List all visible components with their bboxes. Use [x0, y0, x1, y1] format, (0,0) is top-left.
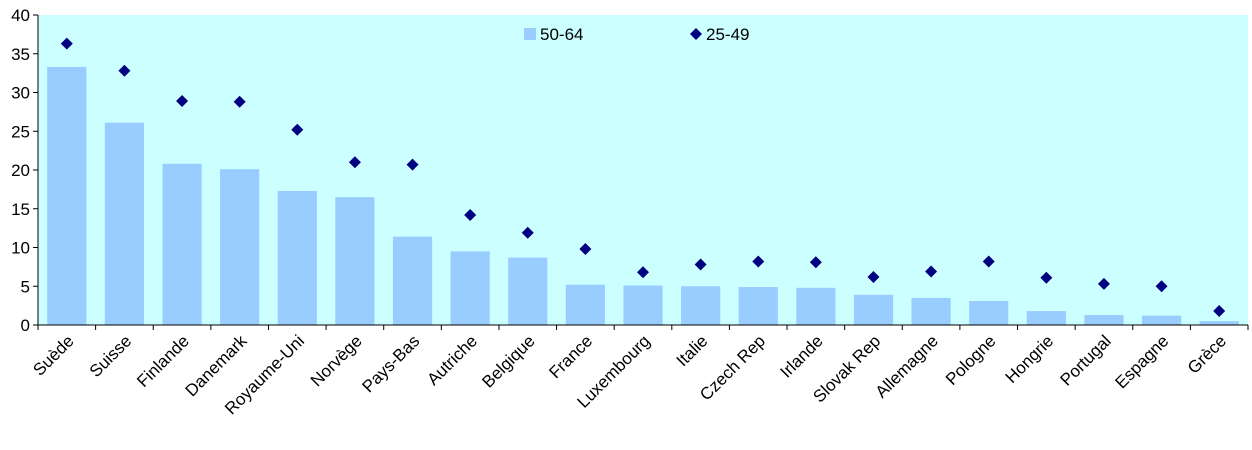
y-tick-label: 35: [11, 45, 30, 64]
bar-50-64-Suède: [47, 66, 87, 326]
x-tick-label: Suède: [29, 331, 77, 379]
x-tick-label: Hongrie: [1002, 331, 1058, 387]
bar-50-64-Belgique: [508, 257, 548, 325]
marker-25-49-Grèce: [1213, 305, 1226, 318]
x-tick-label: Pologne: [942, 331, 1000, 389]
bar-50-64-Norvège: [335, 197, 375, 325]
marker-25-49-Pays-Bas: [406, 158, 419, 171]
bar-50-64-Pologne: [969, 300, 1009, 325]
y-tick-label: 20: [11, 161, 30, 180]
y-tick-label: 40: [11, 6, 30, 25]
marker-25-49-Luxembourg: [637, 266, 649, 279]
legend-swatch-25-49: [690, 28, 702, 40]
marker-25-49-Hongrie: [1040, 271, 1053, 284]
y-tick-label: 25: [11, 122, 30, 141]
legend-label-50-64: 50-64: [540, 25, 583, 44]
y-tick-label: 30: [11, 84, 30, 103]
bar-50-64-Luxembourg: [623, 285, 663, 325]
marker-25-49-Allemagne: [925, 265, 938, 278]
marker-25-49-Pologne: [982, 255, 995, 268]
x-tick-label: Italie: [673, 331, 712, 370]
marker-25-49-Royaume-Uni: [291, 123, 304, 136]
bar-50-64-Grèce: [1199, 321, 1239, 325]
marker-25-49-Belgique: [521, 226, 534, 239]
marker-25-49-Italie: [694, 258, 707, 271]
plot-area: [38, 15, 1248, 325]
bar-50-64-Danemark: [220, 169, 260, 325]
y-tick-label: 10: [11, 239, 30, 258]
bar-50-64-Autriche: [450, 251, 490, 325]
marker-25-49-Finlande: [176, 95, 189, 108]
bar-50-64-Pays-Bas: [392, 236, 433, 325]
bar-50-64-Royaume-Uni: [277, 190, 317, 325]
x-tick-label: Irlande: [776, 331, 826, 381]
bar-50-64-Slovak Rep: [853, 294, 894, 325]
x-tick-label: Pays-Bas: [358, 331, 423, 396]
y-tick-label: 15: [11, 200, 30, 219]
legend-label-25-49: 25-49: [706, 25, 749, 44]
bar-50-64-Suisse: [104, 122, 145, 325]
marker-25-49-France: [579, 243, 592, 256]
marker-25-49-Portugal: [1097, 277, 1110, 290]
bar-50-64-Espagne: [1141, 315, 1182, 325]
x-tick-label: France: [545, 331, 596, 382]
y-tick-label: 0: [21, 316, 30, 335]
x-tick-label: Autriche: [423, 331, 481, 389]
marker-25-49-Suède: [60, 37, 73, 50]
bar-50-64-Hongrie: [1026, 311, 1066, 325]
marker-25-49-Suisse: [118, 64, 131, 77]
marker-25-49-Danemark: [233, 95, 246, 108]
marker-25-49-Espagne: [1155, 280, 1168, 293]
x-axis: Suède SuisseFinlandeDanemarkRoyaume-UniNo…: [29, 324, 1249, 418]
y-axis: 0 5 10 15 20 25 30 35 40: [11, 6, 39, 335]
x-tick-label: Belgique: [478, 331, 538, 391]
x-tick-label: Espagne: [1112, 331, 1173, 392]
y-tick-label: 5: [21, 277, 30, 296]
legend-swatch-50-64: [524, 28, 536, 40]
x-tick-label: Portugal: [1057, 331, 1115, 389]
marker-25-49-Autriche: [464, 208, 477, 221]
legend: 50-64 25-49: [524, 25, 749, 44]
marker-25-49-Norvège: [348, 156, 361, 169]
bar-50-64-Irlande: [796, 287, 836, 325]
x-tick-label: Grèce: [1184, 331, 1230, 377]
bar-series-50-64: [47, 66, 1239, 326]
x-tick-label: Allemagne: [872, 331, 942, 401]
x-tick-label: Finlande: [133, 331, 193, 391]
bar-50-64-Portugal: [1084, 314, 1124, 325]
marker-series-25-49: [60, 37, 1226, 318]
bar-50-64-Allemagne: [911, 297, 951, 325]
bar-50-64-Czech Rep: [738, 287, 778, 325]
bar-50-64-Finlande: [162, 163, 202, 325]
marker-25-49-Czech Rep: [752, 255, 765, 268]
bar-50-64-France: [565, 284, 605, 325]
bar-50-64-Italie: [681, 286, 721, 325]
marker-25-49-Irlande: [809, 256, 822, 269]
x-tick-label: Norvège: [307, 331, 366, 390]
marker-25-49-Slovak Rep: [867, 270, 880, 283]
x-tick-label: Suisse: [86, 331, 136, 381]
